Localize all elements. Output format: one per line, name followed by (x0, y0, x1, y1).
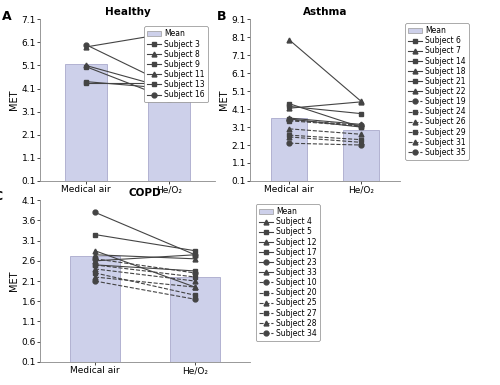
Text: B: B (217, 10, 226, 23)
Title: Asthma: Asthma (303, 7, 347, 17)
Text: C: C (0, 191, 3, 204)
Title: COPD: COPD (128, 188, 162, 198)
Y-axis label: MET: MET (8, 271, 18, 291)
Legend: Mean, Subject 6, Subject 7, Subject 14, Subject 18, Subject 21, Subject 22, Subj: Mean, Subject 6, Subject 7, Subject 14, … (406, 23, 469, 160)
Bar (170, 277, 220, 366)
Text: A: A (2, 10, 11, 23)
Title: Healthy: Healthy (104, 7, 150, 17)
Bar (272, 118, 307, 183)
Legend: Mean, Subject 4, Subject 5, Subject 12, Subject 17, Subject 23, Subject 33, Subj: Mean, Subject 4, Subject 5, Subject 12, … (256, 204, 320, 341)
Y-axis label: MET: MET (218, 90, 228, 110)
Y-axis label: MET: MET (8, 90, 18, 110)
Bar (65, 64, 106, 183)
Legend: Mean, Subject 3, Subject 8, Subject 9, Subject 11, Subject 13, Subject 16: Mean, Subject 3, Subject 8, Subject 9, S… (144, 26, 208, 102)
Bar (70, 256, 120, 366)
Bar (148, 83, 190, 183)
Bar (343, 130, 378, 183)
